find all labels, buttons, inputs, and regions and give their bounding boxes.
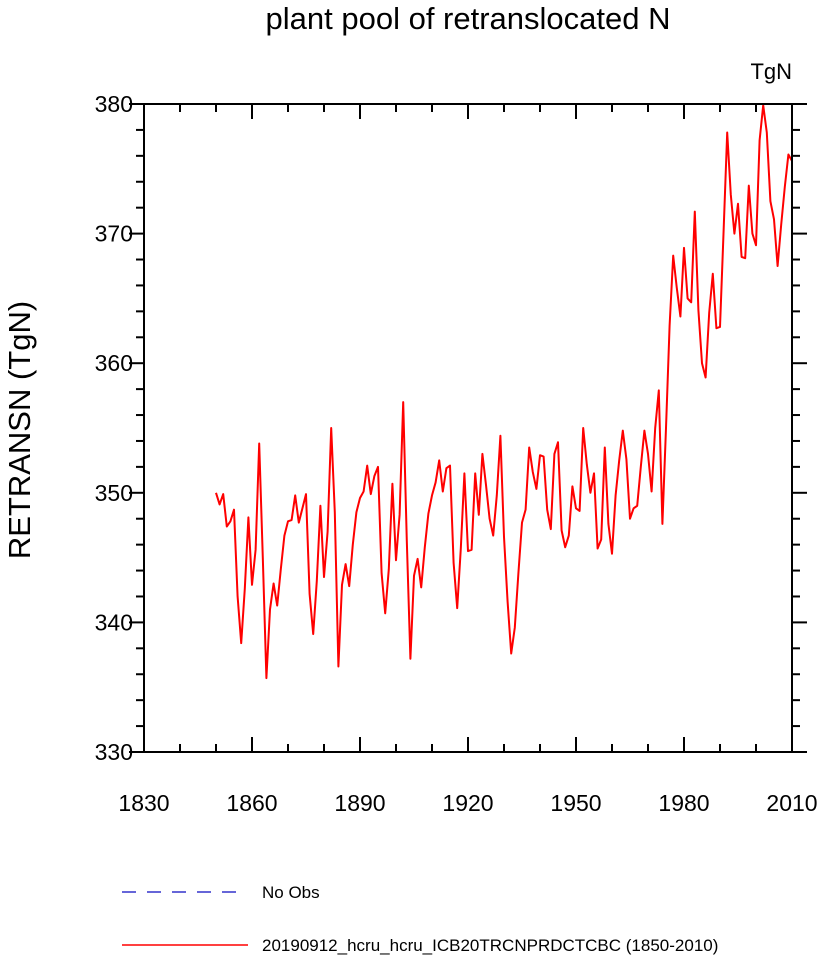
y-tick-labels: 330 340 350 360 370 380: [95, 91, 133, 765]
chart-title: plant pool of retranslocated N: [266, 1, 671, 36]
legend-label-no-obs: No Obs: [262, 883, 320, 902]
series-line: [215, 104, 793, 680]
legend-label-model: 20190912_hcru_hcru_ICB20TRCNPRDCTCBC (18…: [262, 936, 718, 955]
x-tick-label: 1950: [550, 790, 601, 816]
y-tick-label: 340: [95, 609, 133, 635]
y-tick-label: 330: [95, 739, 133, 765]
y-tick-label: 350: [95, 480, 133, 506]
x-tick-label: 2010: [766, 790, 817, 816]
x-tick-labels: 1830 1860 1890 1920 1950 1980 2010: [118, 790, 817, 816]
y-tick-label: 360: [95, 350, 133, 376]
plot-frame: [143, 103, 793, 753]
x-tick-label: 1860: [226, 790, 277, 816]
x-tick-label: 1920: [442, 790, 493, 816]
x-tick-label: 1890: [334, 790, 385, 816]
x-tick-label: 1980: [658, 790, 709, 816]
y-tick-label: 380: [95, 91, 133, 117]
y-axis-label: RETRANSN (TgN): [2, 301, 37, 559]
axis-ticks: [129, 103, 807, 753]
x-tick-label: 1830: [118, 790, 169, 816]
units-label: TgN: [750, 59, 792, 84]
legend: No Obs 20190912_hcru_hcru_ICB20TRCNPRDCT…: [122, 883, 718, 955]
y-tick-label: 370: [95, 221, 133, 247]
